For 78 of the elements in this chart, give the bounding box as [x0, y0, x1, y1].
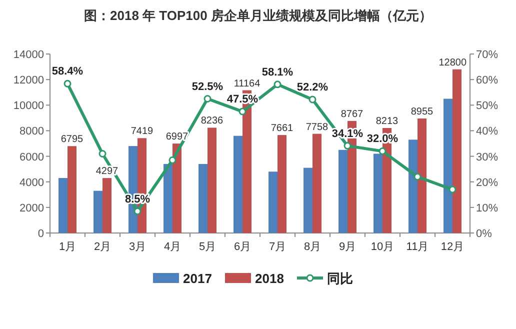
- x-tick-label: 10月: [370, 241, 394, 253]
- bar: [68, 146, 76, 233]
- data-label: 7758: [306, 122, 329, 133]
- bar: [374, 154, 382, 233]
- x-tick-label: 7月: [268, 241, 286, 253]
- data-label: 58.4%: [52, 66, 84, 78]
- y2-tick-label: 60%: [476, 74, 498, 87]
- data-label: 8767: [340, 108, 364, 120]
- point: [448, 186, 456, 194]
- legend-label: 2018: [255, 271, 284, 286]
- y-tick-label: 8000: [20, 126, 44, 138]
- y-tick-label: 2000: [20, 202, 44, 214]
- point: [204, 95, 212, 102]
- x-tick-label: 4月: [164, 241, 182, 253]
- bar: [268, 172, 278, 233]
- y2-tick-label: 0%: [476, 228, 492, 240]
- point: [414, 172, 422, 180]
- data-label: 52.2%: [296, 82, 328, 94]
- data-label: 8213: [376, 116, 399, 127]
- data-label: 6795: [60, 134, 84, 146]
- point: [98, 150, 106, 158]
- x-tick-label: 3月: [128, 241, 146, 253]
- x-tick-label: 6月: [234, 241, 252, 253]
- data-label: 12800: [438, 57, 467, 68]
- bar: [278, 135, 286, 233]
- y-tick-label: 0: [38, 228, 44, 240]
- bar: [312, 134, 322, 233]
- bar: [198, 164, 208, 233]
- data-label: 58.1%: [262, 66, 294, 78]
- bar: [234, 136, 242, 233]
- chart-title: 图：2018 年 TOP100 房企单月业绩规模及同比增幅（亿元）: [84, 8, 432, 23]
- x-tick-label: 11月: [406, 241, 429, 253]
- point: [238, 108, 246, 116]
- point: [344, 142, 352, 150]
- y-tick-label: 4000: [20, 176, 44, 189]
- bar: [444, 98, 452, 233]
- y2-tick-label: 10%: [476, 202, 498, 214]
- y2-tick-label: 20%: [476, 176, 498, 189]
- data-label: 8.5%: [124, 193, 150, 206]
- y-tick-label: 6000: [20, 151, 44, 164]
- x-tick-label: 8月: [304, 241, 322, 253]
- bar: [408, 140, 418, 233]
- bar: [452, 69, 462, 233]
- data-label: 7661: [270, 123, 294, 134]
- y2-tick-label: 70%: [476, 49, 498, 61]
- y2-tick-label: 30%: [476, 151, 498, 164]
- data-label: 7419: [130, 126, 154, 138]
- bar: [418, 118, 426, 233]
- point: [168, 156, 176, 164]
- point: [274, 80, 282, 88]
- bar: [208, 128, 216, 233]
- y-tick-label: 10000: [13, 100, 44, 112]
- y-tick-label: 12000: [13, 74, 44, 87]
- data-label: 11164: [234, 78, 261, 90]
- bar: [304, 168, 312, 233]
- y2-tick-label: 50%: [476, 100, 498, 112]
- bar: [164, 164, 172, 233]
- data-label: 8236: [200, 116, 224, 127]
- bar: [172, 144, 182, 233]
- x-tick-label: 12月: [440, 241, 464, 253]
- y2-tick-label: 40%: [476, 126, 498, 138]
- x-tick-label: 1月: [58, 241, 76, 253]
- bar: [338, 150, 348, 233]
- x-tick-label: 5月: [198, 241, 216, 253]
- point: [378, 147, 386, 155]
- point: [64, 80, 72, 88]
- data-label: 52.5%: [192, 80, 224, 93]
- legend-label: 同比: [327, 271, 353, 286]
- bar: [102, 178, 112, 233]
- x-tick-label: 2月: [94, 241, 112, 253]
- data-label: 8955: [410, 106, 434, 118]
- legend-label: 2017: [183, 271, 212, 286]
- point: [134, 208, 142, 216]
- bar: [94, 190, 102, 233]
- point: [308, 96, 316, 104]
- x-tick-label: 9月: [338, 241, 356, 253]
- y-tick-label: 14000: [13, 49, 44, 61]
- bar: [58, 178, 68, 233]
